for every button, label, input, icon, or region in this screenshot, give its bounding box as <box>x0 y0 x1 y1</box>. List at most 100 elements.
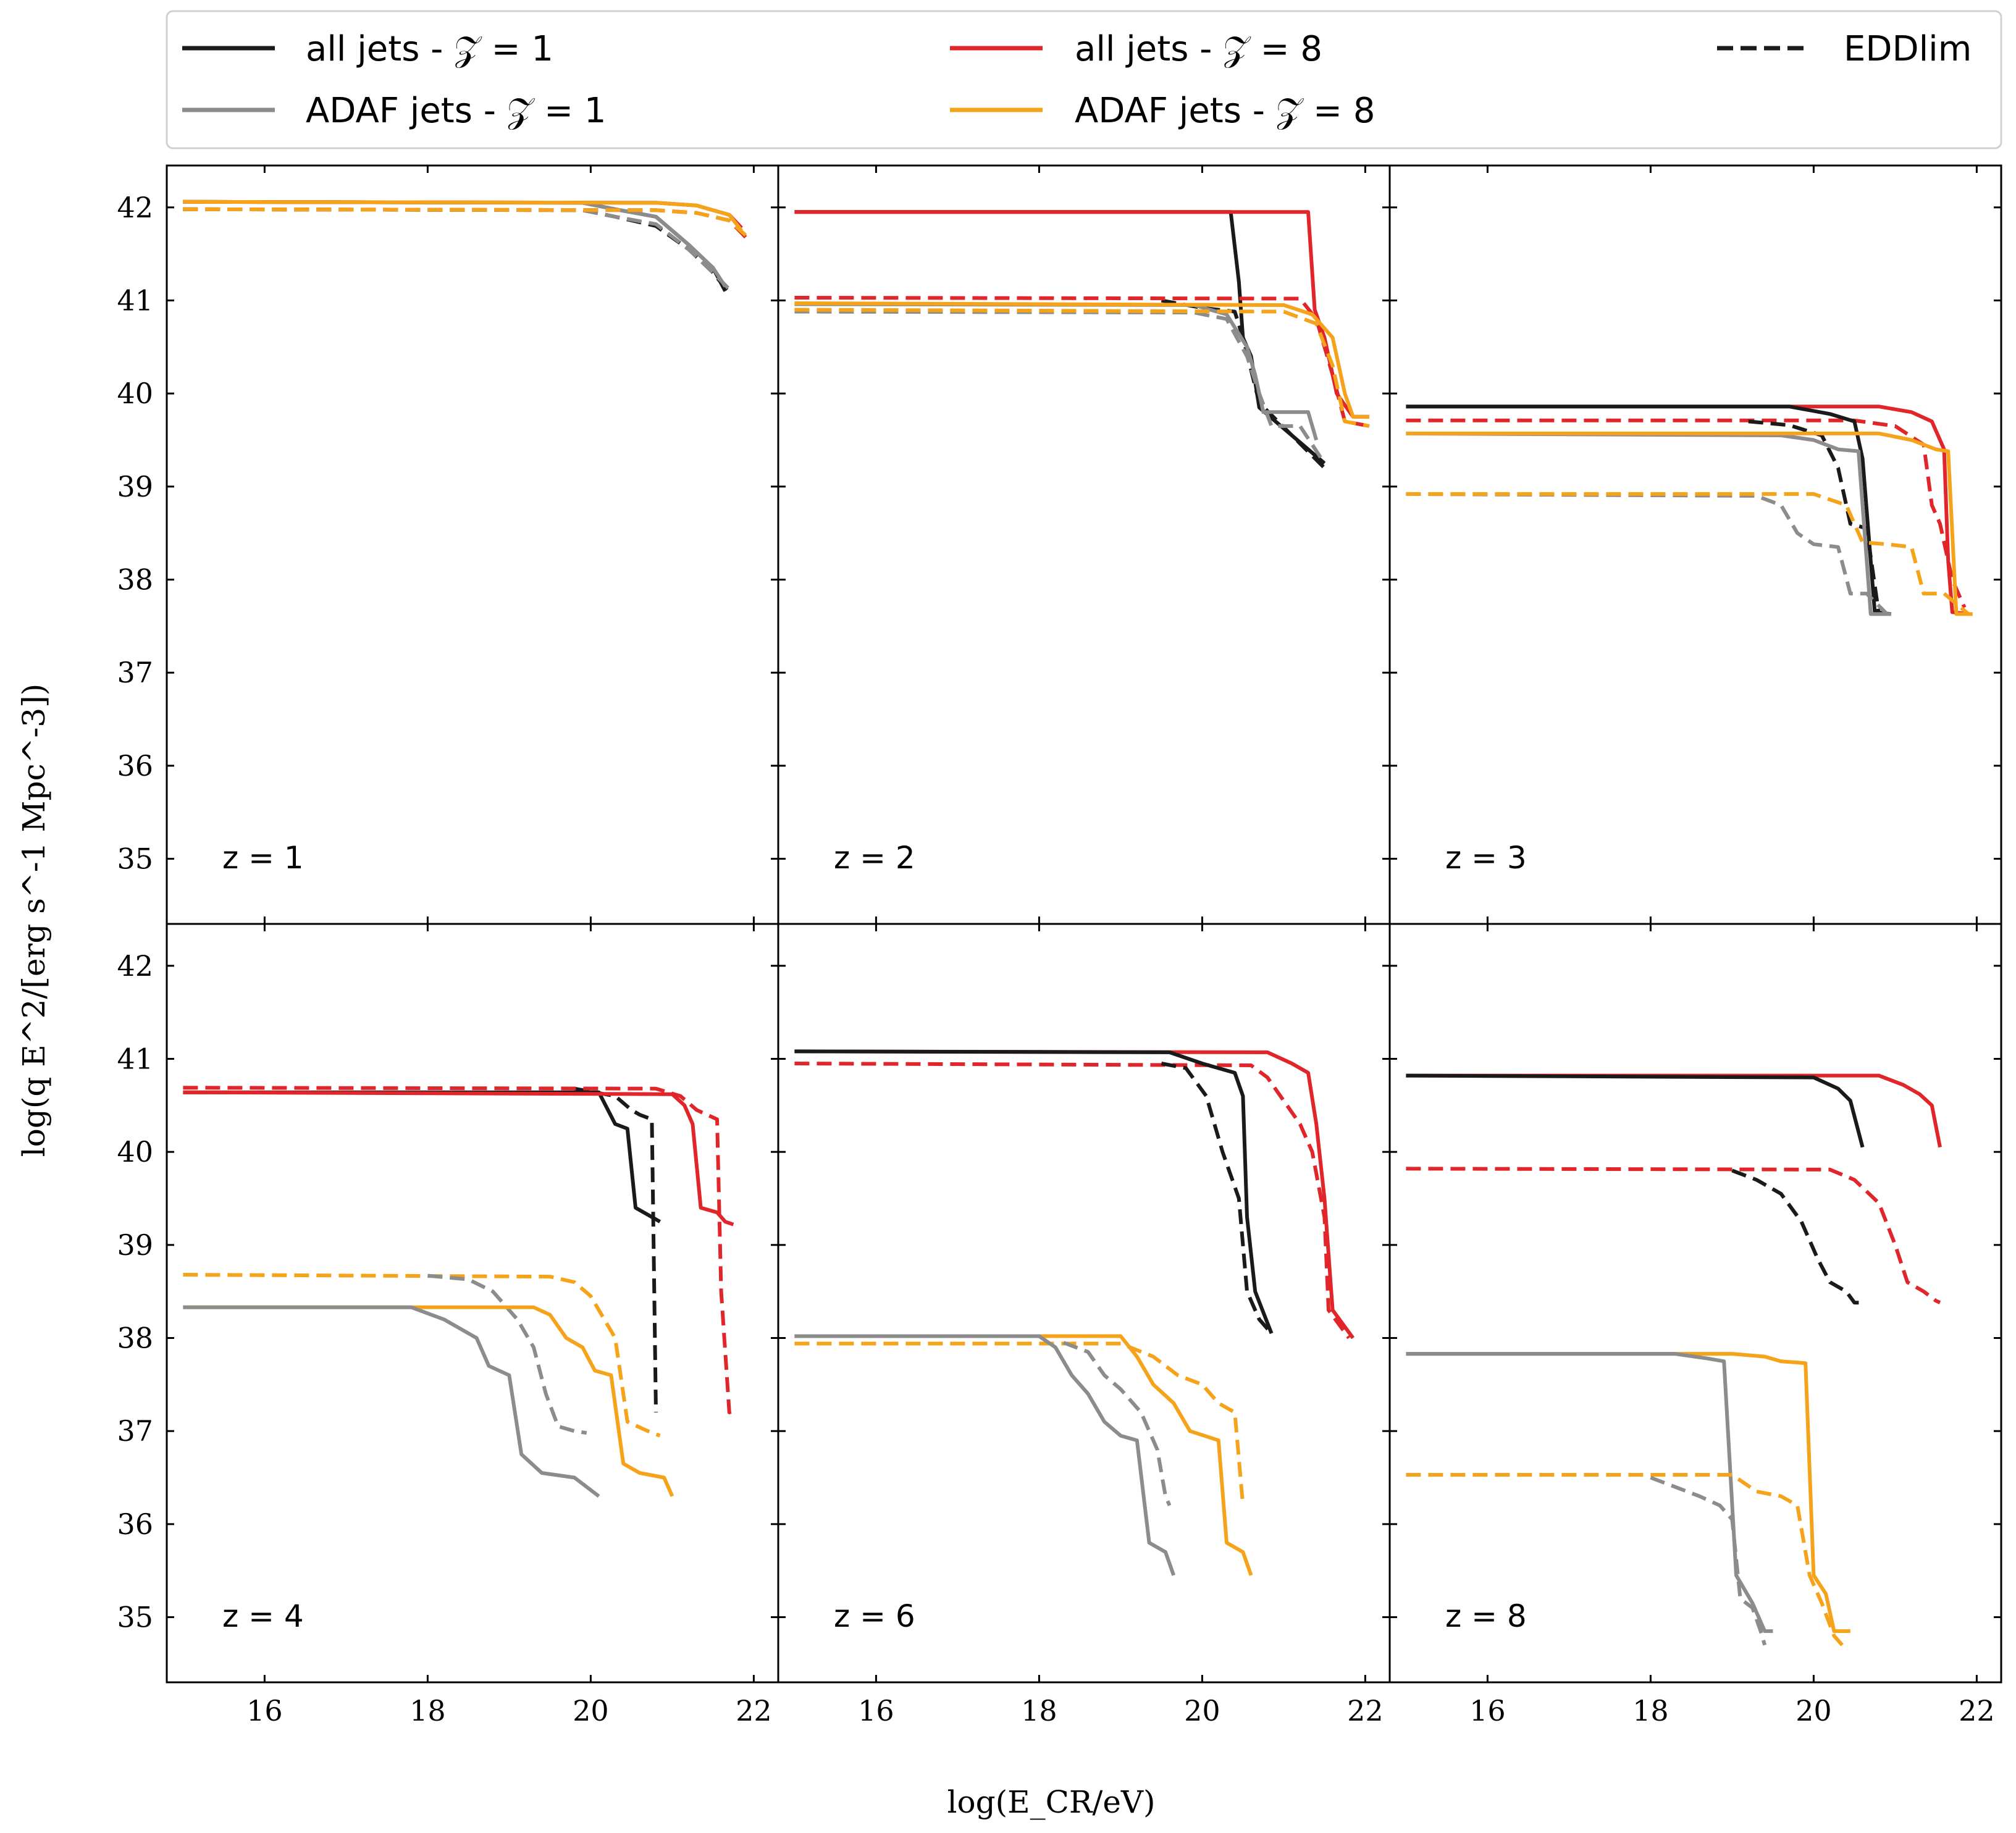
series-adaf-z8-dashed <box>1406 1473 1844 1646</box>
series-all-z8-dashed <box>794 1062 1351 1340</box>
panel-ticks <box>778 166 1390 924</box>
series-adaf-z1-dashed <box>427 1273 587 1435</box>
panel-label-z4: z = 4 <box>222 1598 304 1634</box>
series-all-z1-solid <box>794 210 1326 465</box>
series-all-z8-dashed <box>794 296 1370 428</box>
series-all-z1-solid <box>1406 405 1892 616</box>
y-axis-title: log(q E^2/[erg s^-1 Mpc^-3]) <box>16 684 52 1157</box>
panel-label-z6: z = 6 <box>834 1598 915 1634</box>
panel-ticks: 16 18 20 22 <box>778 924 1390 1727</box>
series-all-z8-dashed <box>183 1086 734 1414</box>
panel-z2: z = 2 <box>777 164 1391 925</box>
x-tick-label: 16 <box>858 1694 894 1727</box>
series-adaf-z8-dashed <box>1406 492 1970 616</box>
panel-z3: z = 3 <box>1388 164 2002 925</box>
series-adaf-z8-dashed <box>794 1341 1245 1506</box>
series-adaf-z1-dashed <box>794 309 1326 464</box>
series-adaf-z8-solid <box>1406 431 1973 616</box>
legend-label-adaf-z8: ADAF jets - 𝒵 = 8 <box>1075 91 1376 131</box>
legend-label-all-z1: all jets - 𝒵 = 1 <box>306 29 553 69</box>
series-adaf-z1-dashed <box>1406 492 1889 616</box>
panel-label-z8: z = 8 <box>1445 1598 1527 1634</box>
y-tick-label: 37 <box>117 1414 153 1448</box>
series-adaf-z1-solid <box>1406 431 1891 616</box>
series-adaf-z8-solid <box>183 199 743 232</box>
series-adaf-z1-dashed <box>1062 1341 1172 1506</box>
series-all-z8-solid <box>794 210 1369 419</box>
legend-frame <box>166 10 2002 149</box>
panel-frame <box>1388 923 2002 1684</box>
x-tick-label: 20 <box>1796 1694 1832 1727</box>
y-tick-label: 35 <box>117 842 153 876</box>
x-tick-label: 20 <box>1184 1694 1220 1727</box>
series-adaf-z8-dashed <box>794 308 1370 428</box>
y-tick-label: 40 <box>117 377 153 410</box>
panel-frame <box>777 164 1391 925</box>
x-tick-label: 22 <box>736 1694 772 1727</box>
panel-z6: 16 18 20 22 z = 6 <box>777 923 1391 1727</box>
series-adaf-z8-solid <box>794 1334 1253 1576</box>
panel-label-z3: z = 3 <box>1445 840 1527 876</box>
panel-series <box>794 210 1370 469</box>
series-adaf-z8-solid <box>794 301 1369 419</box>
x-tick-label: 16 <box>246 1694 283 1727</box>
series-adaf-z1-solid <box>794 302 1319 441</box>
panel-z8: 16 18 20 22 z = 8 <box>1388 923 2002 1727</box>
y-tick-label: 37 <box>117 656 153 689</box>
legend-label-adaf-z1: ADAF jets - 𝒵 = 1 <box>306 91 607 131</box>
panel-frame <box>166 164 779 925</box>
panel-label-z1: z = 1 <box>222 840 304 876</box>
series-adaf-z1-solid <box>183 199 727 288</box>
panel-series <box>1406 405 1973 616</box>
legend-label-eddlim: EDDlim <box>1844 29 1972 69</box>
x-tick-label: 22 <box>1959 1694 1995 1727</box>
panel-ticks: 16 18 20 22 35 36 37 38 39 40 41 42 <box>117 924 778 1727</box>
series-edd-dashed <box>1748 419 1881 614</box>
series-edd-dashed <box>1731 1168 1863 1305</box>
x-axis-title: log(E_CR/eV) <box>947 1784 1155 1820</box>
panel-series <box>183 1086 734 1498</box>
panel-frame <box>777 923 1391 1684</box>
x-tick-label: 18 <box>1021 1694 1057 1727</box>
series-adaf-z8-dashed <box>183 207 747 237</box>
y-tick-label: 40 <box>117 1135 153 1168</box>
y-tick-label: 41 <box>117 1042 153 1075</box>
panel-series <box>794 1049 1355 1576</box>
panel-ticks <box>1390 166 2001 924</box>
y-tick-label: 38 <box>117 1322 153 1355</box>
y-tick-label: 36 <box>117 1508 153 1541</box>
x-tick-label: 18 <box>410 1694 446 1727</box>
series-all-z1-solid <box>1406 1073 1865 1148</box>
series-adaf-z1-dashed <box>183 207 731 291</box>
panel-series <box>1406 1073 1942 1646</box>
series-edd-dashed <box>1161 1062 1273 1335</box>
y-tick-label: 42 <box>117 191 153 224</box>
panel-label-z2: z = 2 <box>834 840 915 876</box>
panel-frame <box>166 923 779 1684</box>
y-tick-label: 42 <box>117 949 153 983</box>
legend-label-all-z8: all jets - 𝒵 = 8 <box>1075 29 1322 69</box>
series-adaf-z8-dashed <box>183 1273 661 1438</box>
x-tick-label: 22 <box>1347 1694 1384 1727</box>
y-tick-label: 39 <box>117 1228 153 1262</box>
x-tick-label: 16 <box>1469 1694 1506 1727</box>
panel-series <box>183 199 747 295</box>
series-all-z8-solid <box>794 1049 1355 1340</box>
series-all-z8-dashed <box>1406 418 1967 608</box>
y-tick-label: 41 <box>117 283 153 317</box>
x-tick-label: 18 <box>1632 1694 1669 1727</box>
y-tick-label: 36 <box>117 749 153 782</box>
series-adaf-z1-dashed <box>1650 1475 1767 1646</box>
series-adaf-z1-solid <box>1406 1352 1773 1634</box>
panel-ticks: 16 18 20 22 <box>1390 924 2001 1727</box>
panel-z1: 35 36 37 38 39 40 41 42 z = 1 <box>117 164 779 925</box>
panel-z4: 16 18 20 22 35 36 37 38 39 40 41 42 z = 4 <box>117 923 779 1727</box>
series-all-z8-dashed <box>1406 1167 1941 1304</box>
y-tick-label: 38 <box>117 563 153 597</box>
series-all-z1-dashed <box>183 207 731 295</box>
series-adaf-z1-solid <box>794 1334 1176 1576</box>
series-adaf-z8-solid <box>1406 1352 1850 1634</box>
x-tick-label: 20 <box>573 1694 609 1727</box>
series-edd-dashed <box>574 1086 658 1413</box>
